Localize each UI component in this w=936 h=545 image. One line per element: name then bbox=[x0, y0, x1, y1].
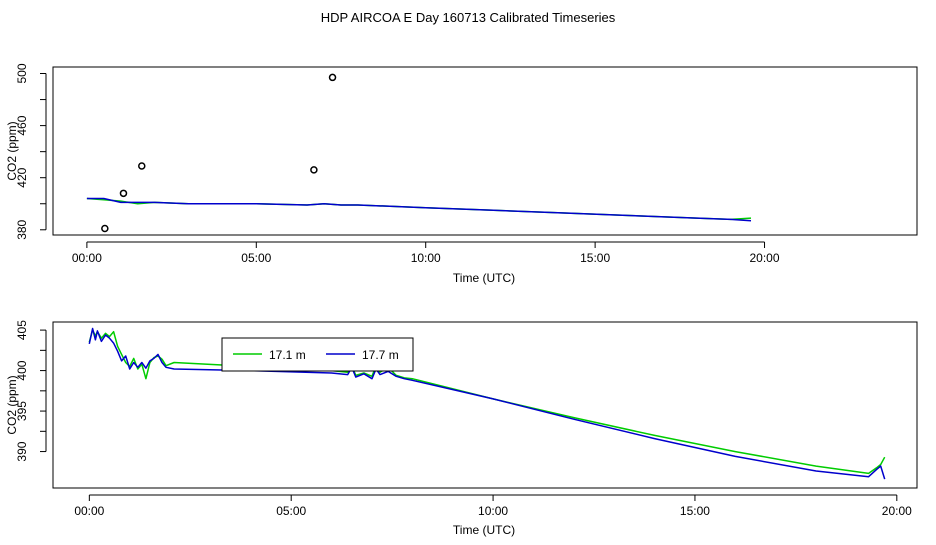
top-x-axis: 00:00 05:00 10:00 15:00 20:00 bbox=[72, 241, 780, 265]
top-x-axis-label: Time (UTC) bbox=[453, 271, 515, 285]
top-series-group bbox=[86, 197, 752, 222]
bottom-y-axis-label: CO2 (ppm) bbox=[5, 375, 19, 434]
bottom-panel: 390 395 400 405 00:00 05:00 10:00 15:00 20:00 T… bbox=[5, 320, 918, 537]
bottom-series-group bbox=[88, 327, 886, 480]
bottom-x-axis-label: Time (UTC) bbox=[453, 523, 515, 537]
top-x-tick-label: 00:00 bbox=[72, 251, 102, 265]
bottom-x-tick-label: 00:00 bbox=[74, 504, 104, 518]
bottom-x-tick-label: 10:00 bbox=[478, 504, 508, 518]
calibration-point bbox=[310, 166, 318, 174]
top-y-axis: 380 420 460 500 bbox=[15, 63, 47, 240]
bottom-y-axis: 390 395 400 405 bbox=[15, 320, 47, 462]
top-plot-frame bbox=[52, 66, 918, 236]
top-x-tick-label: 05:00 bbox=[241, 251, 271, 265]
bottom-x-axis: 00:00 05:00 10:00 15:00 20:00 bbox=[74, 494, 912, 518]
bottom-x-tick-label: 05:00 bbox=[276, 504, 306, 518]
top-x-tick-label: 20:00 bbox=[750, 251, 780, 265]
legend-label-17-7: 17.7 m bbox=[362, 348, 399, 362]
bottom-y-tick-label: 405 bbox=[15, 320, 29, 340]
bottom-plot-frame bbox=[52, 321, 918, 489]
top-x-tick-label: 15:00 bbox=[580, 251, 610, 265]
legend-label-17-1: 17.1 m bbox=[269, 348, 306, 362]
bottom-series-line-1 bbox=[88, 329, 886, 475]
bottom-x-tick-label: 15:00 bbox=[680, 504, 710, 518]
top-y-axis-label: CO2 (ppm) bbox=[5, 121, 19, 180]
calibration-point bbox=[328, 73, 337, 82]
top-panel: 380 420 460 500 00:00 05:00 10:00 15:00 20:00 T… bbox=[5, 63, 918, 285]
calibration-point bbox=[119, 189, 128, 198]
bottom-y-tick-label: 395 bbox=[15, 401, 29, 421]
top-series-line-2 bbox=[86, 197, 752, 222]
bottom-x-tick-label: 20:00 bbox=[882, 504, 912, 518]
top-points-group bbox=[101, 73, 337, 233]
legend: 17.1 m 17.7 m bbox=[221, 337, 414, 372]
top-y-tick-label: 380 bbox=[15, 219, 29, 239]
page-title: HDP AIRCOA E Day 160713 Calibrated Times… bbox=[321, 10, 616, 25]
calibration-point bbox=[138, 162, 146, 170]
bottom-series-line-2 bbox=[88, 327, 886, 480]
top-y-tick-label: 460 bbox=[15, 115, 29, 135]
bottom-y-tick-label: 400 bbox=[15, 360, 29, 380]
bottom-y-tick-label: 390 bbox=[15, 441, 29, 461]
top-y-tick-label: 420 bbox=[15, 167, 29, 187]
calibration-point bbox=[101, 224, 109, 233]
top-y-tick-label: 500 bbox=[15, 63, 29, 83]
top-x-tick-label: 10:00 bbox=[411, 251, 441, 265]
